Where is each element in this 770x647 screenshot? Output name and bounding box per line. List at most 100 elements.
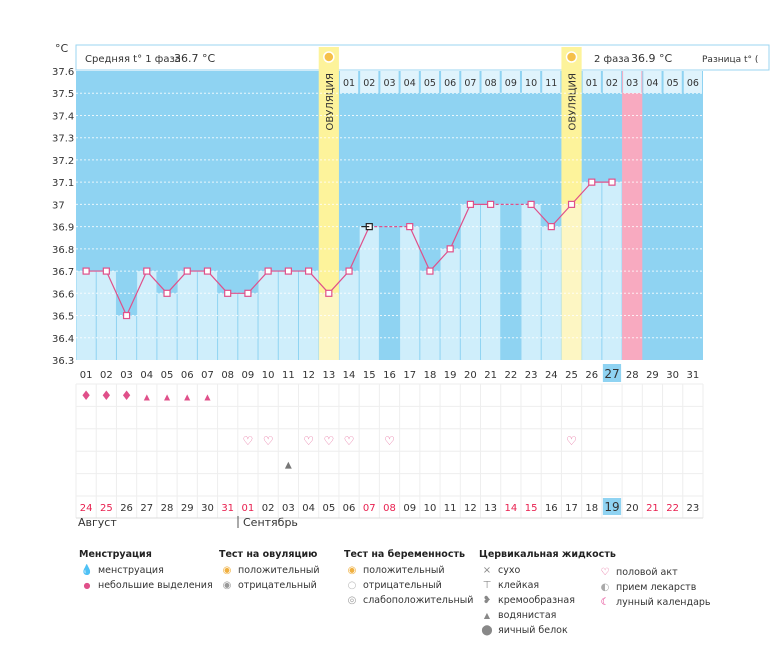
- ovulation-sun-icon: [323, 51, 335, 63]
- symptom-grid: [75, 383, 704, 518]
- dpo-label: 11: [545, 78, 557, 89]
- legend-item: ○ отрицательный: [344, 578, 473, 593]
- calendar-date-label: 08: [383, 503, 396, 514]
- x-tick-label: 14: [343, 370, 356, 381]
- calendar-date-label: 14: [504, 503, 517, 514]
- x-tick-label: 29: [646, 370, 659, 381]
- legend-item: ♡ половой акт: [597, 565, 711, 580]
- x-tick-label: 09: [242, 370, 255, 381]
- ovulation-sun-icon: [565, 51, 578, 63]
- diff-label: Разница t° (: [702, 55, 758, 65]
- legend-item: ⬤ яичный белок: [479, 623, 616, 638]
- temp-point: [547, 223, 555, 231]
- x-tick-label: 11: [282, 370, 295, 381]
- legend-ovulation-test: Тест на овуляцию ◉ положительный ◉ отрицат…: [219, 549, 320, 593]
- temp-point: [122, 311, 131, 320]
- dpo-cell: [441, 71, 460, 93]
- temp-segment: [530, 203, 552, 228]
- temp-segment: [429, 248, 451, 272]
- x-tick-label: 12: [302, 370, 315, 381]
- temp-segment: [308, 270, 330, 294]
- legend-item: ◉ положительный: [219, 563, 320, 578]
- x-tick-label: 02: [100, 370, 113, 381]
- legend-item: ☾ лунный календарь: [597, 595, 711, 610]
- x-tick-label: 17: [403, 370, 416, 381]
- dpo-cell: [400, 71, 419, 93]
- dpo-label: 07: [464, 78, 476, 89]
- legend-item: ▲ водянистая: [479, 608, 616, 623]
- day-column: [521, 204, 541, 360]
- y-tick-label: 37: [52, 200, 65, 211]
- temp-segment: [328, 270, 350, 294]
- temp-point: [264, 267, 272, 275]
- chart-background: [76, 71, 703, 360]
- y-tick-label: 36.3: [52, 356, 74, 367]
- intercourse-heart-icon: ♡: [323, 434, 334, 448]
- x-tick-label: 26: [585, 370, 598, 381]
- x-tick-label: 24: [545, 370, 558, 381]
- legend-ovulation-test-title: Тест на овуляцию: [219, 549, 318, 560]
- temp-point: [466, 200, 475, 208]
- temp-point: [426, 267, 434, 275]
- calendar-date-label: 24: [80, 503, 93, 514]
- dpo-label: 01: [343, 78, 355, 89]
- calendar-date-label: 28: [161, 503, 174, 514]
- x-tick-label: 04: [140, 370, 153, 381]
- ovulation-positive-icon: ◉: [222, 565, 232, 576]
- chart-header: Средняя t° 1 фаза 36.7 °C 2 фаза 36.9 °C…: [55, 42, 770, 71]
- legend: Менструация 💧 менструация ● небольшие выде…: [79, 549, 769, 647]
- today-highlight: [602, 498, 622, 515]
- calendar-date-label: 03: [282, 503, 295, 514]
- temp-point: [203, 267, 212, 275]
- drop-light-icon: ●: [83, 581, 91, 590]
- phase2-label: 2 фаза: [594, 54, 630, 65]
- dpo-label: 08: [485, 78, 497, 89]
- calendar-date-label: 26: [120, 503, 133, 514]
- temp-point: [244, 289, 252, 297]
- creamy-icon: ❥: [482, 595, 492, 606]
- legend-item: ● небольшие выделения: [79, 578, 213, 593]
- legend-item: ◉ отрицательный: [219, 578, 320, 593]
- calendar-date-label: 22: [666, 503, 679, 514]
- y-tick-label: 37.6: [52, 67, 74, 78]
- ovulation-band: [561, 47, 582, 205]
- temp-point: [304, 267, 313, 275]
- dpo-cell: [521, 71, 541, 93]
- pregnancy-negative-icon: ○: [347, 580, 357, 591]
- intercourse-heart-icon: ♡: [243, 434, 254, 448]
- legend-cervical-fluid: Цервикальная жидкость × сухо ⊤ клейкая ❥ кр…: [479, 549, 616, 638]
- y-tick-label: 37.2: [52, 156, 74, 167]
- dry-icon: ×: [482, 565, 492, 576]
- dpo-label: 05: [667, 78, 679, 89]
- ovulation-label: ОВУЛЯЦИЯ: [325, 73, 336, 131]
- calendar-date-label: 16: [545, 503, 558, 514]
- temp-point: [143, 267, 151, 275]
- egg-white-icon: ⬤: [481, 625, 493, 636]
- calendar-dates: 24 25 26 27 28 29 30 31 01 02 03 04 05 06 07 08 09 10 11 12…: [76, 498, 703, 519]
- calendar-date-label: 20: [626, 503, 639, 514]
- pregnancy-weak-icon: ◎: [347, 595, 357, 606]
- ovulation-bands: ОВУЛЯЦИЯ ОВУЛЯЦИЯ: [318, 47, 582, 360]
- heart-icon: ♡: [600, 567, 610, 578]
- menstruation-heavy-icon: ♦: [121, 389, 133, 404]
- intercourse-heart-icon: ♡: [263, 434, 274, 448]
- x-tick-label: 08: [221, 370, 234, 381]
- temp-segment: [409, 226, 431, 272]
- menstruation-light-icon: ▲: [144, 393, 151, 402]
- dpo-label: 01: [586, 78, 598, 89]
- legend-menstruation: Менструация 💧 менструация ● небольшие выде…: [79, 549, 213, 593]
- x-axis-cycle-days: 01 02 03 04 05 06 07 08 09 10 11 12 13 14 15 16 17 18 19 20…: [80, 364, 699, 382]
- x-tick-label: 25: [565, 370, 578, 381]
- legend-item: ◐ прием лекарств: [597, 580, 711, 595]
- temp-point: [102, 267, 110, 275]
- calendar-date-label: 30: [201, 503, 214, 514]
- calendar-date-label: 02: [262, 503, 275, 514]
- ovulation-band-low: [561, 204, 582, 360]
- day-column: [157, 293, 177, 360]
- x-tick-label: 05: [161, 370, 174, 381]
- temp-point: [325, 289, 333, 297]
- dpo-row: 01 02 03 04 05 06 07 08 09 10 11 01 02 03 04 05 06: [339, 71, 702, 93]
- x-tick-label: 19: [444, 370, 457, 381]
- calendar-date-label: 19: [604, 500, 619, 514]
- y-tick-label: 36.5: [52, 312, 74, 323]
